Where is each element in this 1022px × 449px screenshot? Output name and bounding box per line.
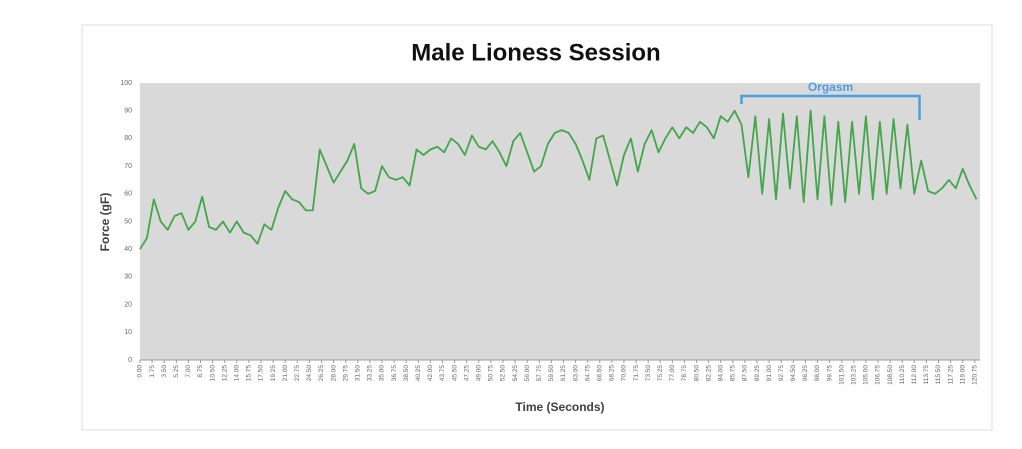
x-tick-label: 31.50: [354, 365, 361, 382]
x-tick-label: 89.25: [754, 365, 761, 382]
x-tick-label: 14.00: [234, 365, 241, 382]
plot-area: [140, 83, 980, 360]
x-tick-label: 0.00: [137, 365, 144, 378]
x-tick-label: 1.75: [149, 365, 156, 378]
y-tick-label: 30: [124, 274, 132, 281]
x-tick-label: 66.50: [596, 365, 603, 382]
x-tick-label: 87.50: [742, 365, 749, 382]
x-tick-label: 45.50: [451, 365, 458, 382]
x-tick-label: 47.25: [463, 365, 470, 382]
x-tick-label: 103.25: [851, 365, 858, 385]
x-tick-label: 84.00: [717, 365, 724, 382]
x-tick-label: 40.25: [415, 365, 422, 382]
annotation-bracket: [740, 94, 921, 120]
x-tick-label: 21.00: [282, 365, 289, 382]
y-tick-label: 0: [128, 357, 132, 364]
x-tick-label: 33.25: [367, 365, 374, 382]
x-tick-label: 19.25: [270, 365, 277, 382]
x-tick-label: 8.75: [197, 365, 204, 378]
x-tick-label: 120.75: [972, 365, 979, 385]
x-tick-label: 12.25: [221, 365, 228, 382]
x-tick-label: 80.50: [693, 365, 700, 382]
x-tick-label: 75.25: [657, 365, 664, 382]
x-tick-label: 26.25: [318, 365, 325, 382]
y-tick-label: 100: [120, 80, 132, 87]
x-tick-label: 24.50: [306, 365, 313, 382]
x-tick-label: 5.25: [173, 365, 180, 378]
data-line: [139, 109, 978, 250]
x-tick-label: 70.00: [621, 365, 628, 382]
x-tick-label: 71.75: [633, 365, 640, 382]
y-axis-label: Force (gF): [98, 193, 112, 252]
x-tick-label: 49.00: [475, 365, 482, 382]
x-tick-label: 119.00: [959, 365, 966, 385]
x-tick-label: 85.75: [730, 365, 737, 382]
x-tick-label: 22.75: [294, 365, 301, 382]
x-tick-label: 7.00: [185, 365, 192, 378]
annotation-label: Orgasm: [808, 80, 853, 94]
x-tick-label: 96.25: [802, 365, 809, 382]
x-tick-label: 50.75: [488, 365, 495, 382]
x-tick-label: 10.50: [209, 365, 216, 382]
y-tick-label: 90: [124, 108, 132, 115]
x-tick-label: 92.75: [778, 365, 785, 382]
x-tick-label: 106.75: [875, 365, 882, 385]
x-tick-label: 59.50: [548, 365, 555, 382]
x-tick-label: 78.75: [681, 365, 688, 382]
x-tick-label: 52.50: [500, 365, 507, 382]
chart-title: Male Lioness Session: [411, 39, 660, 66]
y-tick-label: 60: [124, 191, 132, 198]
x-tick-label: 42.00: [427, 365, 434, 382]
x-tick-label: 105.00: [863, 365, 870, 385]
x-tick-label: 63.00: [572, 365, 579, 382]
y-tick-label: 80: [124, 135, 132, 142]
x-tick-label: 98.00: [814, 365, 821, 382]
x-tick-label: 35.00: [379, 365, 386, 382]
y-tick-label: 50: [124, 218, 132, 225]
x-tick-label: 56.00: [524, 365, 531, 382]
x-axis-label: Time (Seconds): [515, 400, 604, 414]
x-tick-label: 43.75: [439, 365, 446, 382]
y-tick-label: 10: [124, 329, 132, 336]
x-tick-label: 99.75: [826, 365, 833, 382]
x-tick-label: 108.50: [887, 365, 894, 385]
x-tick-label: 29.75: [342, 365, 349, 382]
x-tick-label: 110.25: [899, 365, 906, 385]
x-tick-label: 117.25: [947, 365, 954, 385]
x-tick-label: 113.75: [923, 365, 930, 385]
x-tick-label: 94.50: [790, 365, 797, 382]
x-tick-label: 54.25: [512, 365, 519, 382]
y-tick-label: 20: [124, 301, 132, 308]
x-tick-label: 77.00: [669, 365, 676, 382]
x-tick-label: 73.50: [645, 365, 652, 382]
y-tick-label: 70: [124, 163, 132, 170]
x-tick-label: 64.75: [584, 365, 591, 382]
y-tick-label: 40: [124, 246, 132, 253]
x-tick-label: 57.75: [536, 365, 543, 382]
x-tick-label: 61.25: [560, 365, 567, 382]
x-tick-label: 3.50: [161, 365, 168, 378]
x-tick-label: 28.00: [330, 365, 337, 382]
x-tick-label: 15.75: [246, 365, 253, 382]
x-tick-label: 101.50: [838, 365, 845, 385]
x-tick-label: 115.50: [935, 365, 942, 385]
x-tick-label: 68.25: [609, 365, 616, 382]
x-tick-label: 38.50: [403, 365, 410, 382]
x-tick-label: 36.75: [391, 365, 398, 382]
x-tick-label: 82.25: [705, 365, 712, 382]
x-tick-label: 91.00: [766, 365, 773, 382]
x-tick-label: 112.00: [911, 365, 918, 385]
x-tick-label: 17.50: [258, 365, 265, 382]
